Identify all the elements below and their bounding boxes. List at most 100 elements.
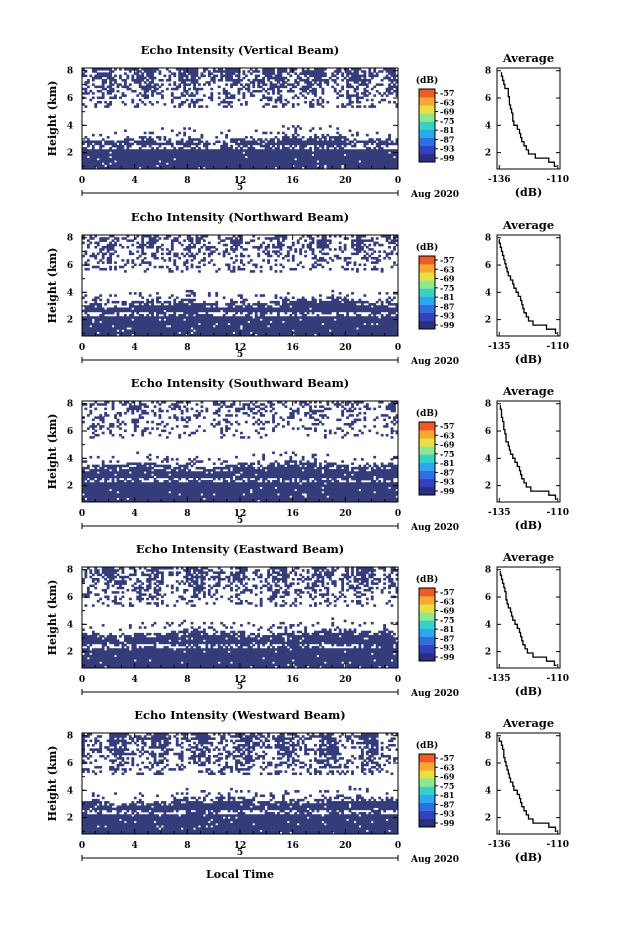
heatmap-cell <box>262 331 266 335</box>
heatmap-cell <box>306 320 310 324</box>
heatmap-cell <box>188 149 191 152</box>
heatmap-cell <box>343 144 347 148</box>
heatmap-cell <box>304 300 308 304</box>
heatmap-cell <box>306 318 310 321</box>
heatmap-cell <box>331 296 335 300</box>
heatmap-cell <box>146 307 150 311</box>
heatmap-cell <box>96 333 100 337</box>
heatmap-cell <box>141 237 145 240</box>
heatmap-cell <box>178 309 182 313</box>
heatmap-cell <box>178 74 182 78</box>
heatmap-cell <box>143 85 147 89</box>
heatmap-cell <box>388 89 391 93</box>
heatmap-cell <box>198 316 201 319</box>
heatmap-cell <box>240 333 243 337</box>
heatmap-cell <box>284 133 288 137</box>
heatmap-cell <box>289 83 293 86</box>
heatmap-cell <box>240 331 243 335</box>
heatmap-cell <box>296 81 300 84</box>
heatmap-cell <box>180 68 184 71</box>
heatmap-cell <box>336 298 340 302</box>
heatmap-cell <box>136 149 140 152</box>
heatmap-cell <box>116 314 120 317</box>
heatmap-cell <box>341 309 345 313</box>
heatmap-cell <box>279 318 283 321</box>
heatmap-cell <box>116 85 120 89</box>
heatmap-cell <box>333 331 337 335</box>
heatmap-cell <box>193 142 196 146</box>
heatmap-cell <box>277 300 280 304</box>
heatmap-cell <box>99 153 103 157</box>
heatmap-cell <box>151 85 154 89</box>
heatmap-cell <box>104 162 108 165</box>
heatmap-cell <box>358 314 362 317</box>
heatmap-cell <box>126 87 130 91</box>
heatmap-cell <box>247 83 251 86</box>
heatmap-cell <box>96 74 100 78</box>
heatmap-cell <box>121 78 125 82</box>
heatmap-cell <box>328 235 332 238</box>
heatmap-cell <box>235 155 238 159</box>
heatmap-cell <box>264 160 268 163</box>
heatmap-cell <box>291 138 295 141</box>
heatmap-cell <box>277 149 280 152</box>
heatmap-cell <box>116 254 120 258</box>
heatmap-cell <box>227 78 231 82</box>
heatmap-cell <box>348 98 352 102</box>
heatmap-cell <box>222 70 226 73</box>
heatmap-cell <box>136 68 140 71</box>
heatmap-cell <box>86 331 90 335</box>
heatmap-cell <box>333 333 337 337</box>
heatmap-cell <box>200 327 204 330</box>
heatmap-cell <box>114 164 117 168</box>
heatmap-cell <box>168 322 172 326</box>
heatmap-cell <box>284 298 288 302</box>
heatmap-cell <box>351 243 354 247</box>
heatmap-cell <box>331 316 335 319</box>
heatmap-cell <box>89 318 93 321</box>
heatmap-cell <box>304 74 308 78</box>
heatmap-cell <box>368 153 372 157</box>
heatmap-cell <box>279 74 283 78</box>
heatmap-cell <box>286 252 290 256</box>
heatmap-cell <box>123 151 127 154</box>
heatmap-cell <box>175 155 179 159</box>
heatmap-cell <box>319 322 322 326</box>
heatmap-cell <box>353 329 357 332</box>
heatmap-cell <box>156 162 159 165</box>
heatmap-cell <box>188 243 191 247</box>
heatmap-cell <box>328 160 332 163</box>
heatmap-cell <box>341 153 345 157</box>
heatmap-cell <box>180 270 184 273</box>
heatmap-cell <box>316 263 320 267</box>
heatmap-cell <box>370 151 374 154</box>
heatmap-cell <box>358 151 362 154</box>
heatmap-cell <box>380 147 384 150</box>
heatmap-cell <box>104 237 108 240</box>
heatmap-cell <box>294 267 298 271</box>
heatmap-cell <box>158 155 162 159</box>
heatmap-cell <box>286 292 290 295</box>
heatmap-cell <box>244 316 248 319</box>
heatmap-cell <box>351 100 354 104</box>
heatmap-cell <box>225 303 229 306</box>
heatmap-cell <box>395 166 399 170</box>
heatmap-cell <box>183 89 187 93</box>
heatmap-cell <box>309 81 312 84</box>
heatmap-cell <box>230 322 233 326</box>
heatmap-cell <box>146 298 150 302</box>
heatmap-cell <box>326 142 330 146</box>
heatmap-cell <box>215 320 219 324</box>
heatmap-cell <box>311 316 315 319</box>
heatmap-cell <box>346 74 349 78</box>
heatmap-cell <box>193 83 196 86</box>
heatmap-cell <box>356 329 359 332</box>
heatmap-cell <box>123 318 127 321</box>
heatmap-cell <box>94 325 98 328</box>
heatmap-cell <box>309 235 312 238</box>
heatmap-cell <box>146 331 150 335</box>
heatmap-cell <box>358 76 362 80</box>
heatmap-cell <box>202 158 206 161</box>
heatmap-cell <box>178 325 182 328</box>
heatmap-cell <box>232 329 236 332</box>
